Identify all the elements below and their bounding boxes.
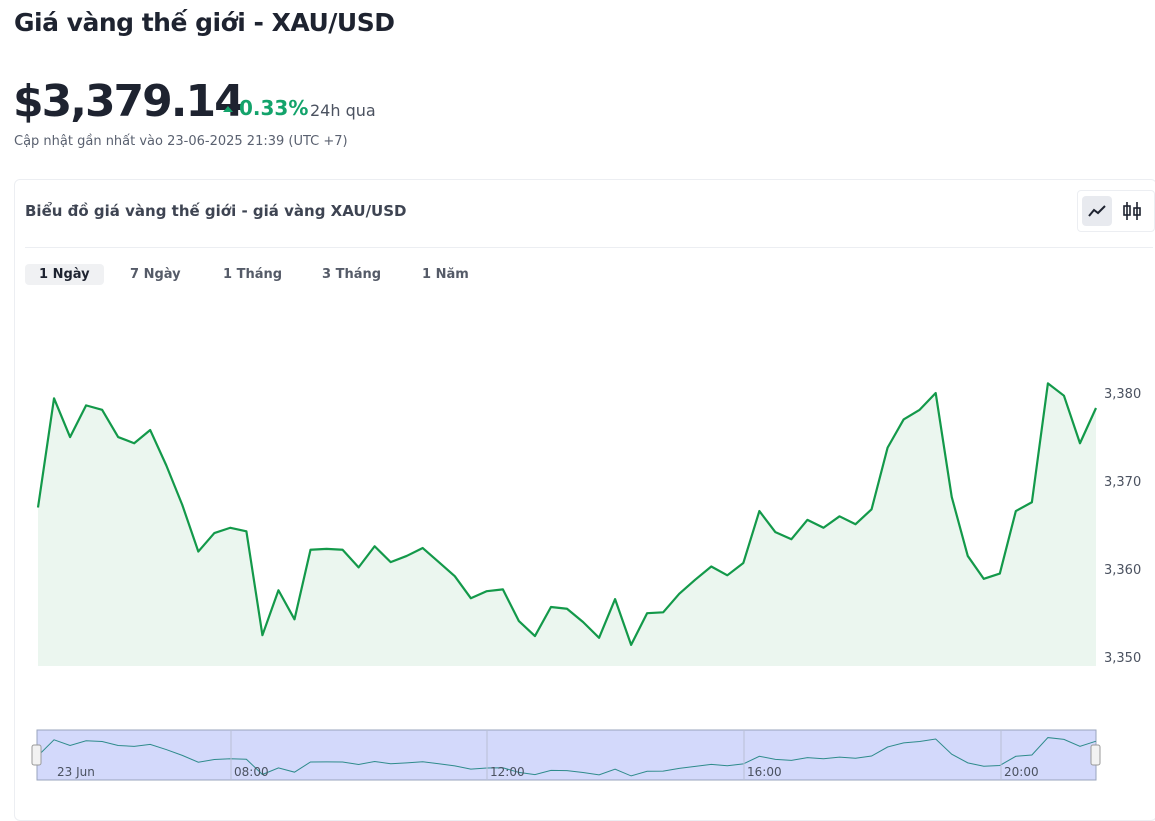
- up-icon: [223, 106, 233, 112]
- y-tick-label: 3,350: [1104, 651, 1141, 666]
- navigator-label: 08:00: [234, 765, 269, 779]
- line: [36, 382, 1098, 646]
- navigator-label: 23 Jun: [57, 765, 95, 779]
- candle-chart-button[interactable]: [1117, 196, 1147, 226]
- change-period: 24h qua: [310, 101, 376, 120]
- range-tab[interactable]: 1 Năm: [422, 267, 469, 282]
- page-title: Giá vàng thế giới - XAU/USD: [14, 8, 395, 37]
- price: $3,379.14: [13, 76, 245, 127]
- area: [38, 383, 1096, 666]
- range-tab[interactable]: 1 Tháng: [223, 267, 283, 282]
- navigator-label: 20:00: [1004, 765, 1039, 779]
- navigator-handle: [1090, 744, 1101, 766]
- y-tick-label: 3,360: [1104, 563, 1141, 578]
- navigator-label: 16:00: [747, 765, 782, 779]
- range-tab[interactable]: 3 Tháng: [322, 267, 382, 282]
- y-tick-label: 3,370: [1104, 475, 1141, 490]
- navigator-label: 12:00: [490, 765, 525, 779]
- card-title: Biểu đồ giá vàng thế giới - giá vàng XAU…: [25, 202, 407, 220]
- page: Giá vàng thế giới - XAU/USD $3,379.14 0.…: [13, 8, 1155, 821]
- navigator-line: [37, 737, 1097, 777]
- y-tick-label: 3,380: [1104, 387, 1141, 402]
- line-chart-button[interactable]: [1082, 196, 1112, 226]
- navigator-handle: [31, 744, 42, 766]
- chart: 3,350 3,360 3,370 3,380 23 Jun 08:00 12:00 16:0…: [31, 382, 1141, 781]
- range-tab[interactable]: 7 Ngày: [130, 267, 181, 282]
- range-tab[interactable]: 1 Ngày: [25, 264, 104, 285]
- price-change: 0.33%: [239, 96, 309, 120]
- navigator: [36, 729, 1097, 781]
- divider: [25, 247, 1153, 248]
- updated-time: Cập nhật gần nhất vào 23-06-2025 21:39 (…: [14, 134, 348, 149]
